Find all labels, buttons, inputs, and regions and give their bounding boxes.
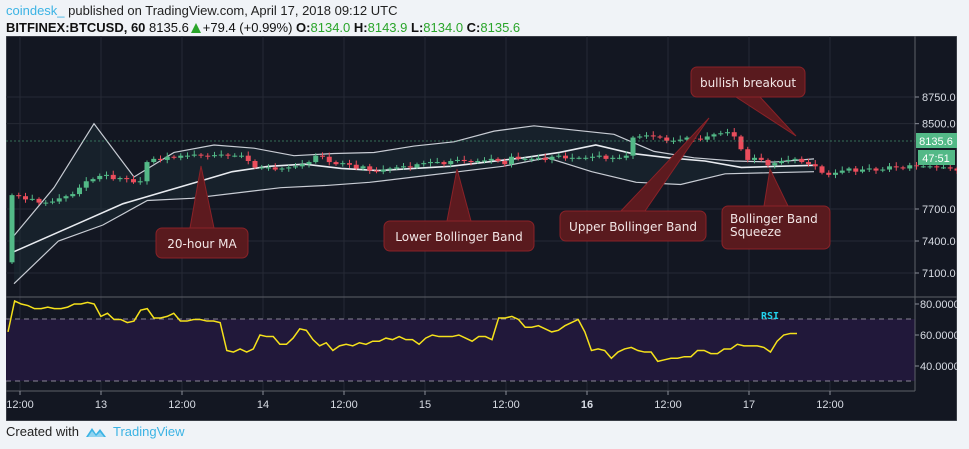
symbol-info: BITFINEX:BTCUSD, 60 8135.6 +79.4 (+0.99%)… — [6, 20, 520, 35]
open-value: 8134.0 — [310, 20, 351, 35]
candlestick-series — [9, 128, 957, 264]
svg-text:Lower Bollinger Band: Lower Bollinger Band — [395, 230, 523, 244]
close-value: 8135.6 — [480, 20, 521, 35]
symbol-label: BITFINEX:BTCUSD, 60 — [6, 20, 146, 35]
svg-text:8135.6: 8135.6 — [919, 136, 953, 148]
rsi-line — [7, 299, 797, 363]
close-label: C: — [466, 20, 481, 35]
svg-text:14: 14 — [257, 399, 269, 411]
tradingview-logo-icon[interactable] — [85, 425, 107, 439]
author-link[interactable]: coindesk_ — [6, 3, 65, 18]
callout-bullish-breakout: bullish breakout — [690, 66, 806, 137]
chart-canvas[interactable]: RSI 8750.0 8500.0 7700.0 7400.0 7100.0 80.00… — [6, 36, 957, 421]
callout-lower-bollinger-band: Lower Bollinger Band — [383, 168, 535, 252]
svg-text:12:00: 12:00 — [168, 399, 196, 411]
publish-text: published on TradingView.com, April 17, … — [64, 3, 398, 18]
bar-countdown: 47:51 — [922, 153, 950, 165]
last-price-badge: 8135.6 47:51 — [916, 133, 957, 165]
svg-text:17: 17 — [743, 399, 755, 411]
svg-text:12:00: 12:00 — [6, 399, 34, 411]
footer: Created with TradingView — [6, 424, 185, 439]
time-axis[interactable]: 12:00 13 12:00 14 12:00 15 12:00 16 12:00 17 12:00 — [6, 391, 844, 411]
up-triangle-icon — [190, 23, 201, 33]
svg-text:Bollinger Band: Bollinger Band — [730, 212, 818, 226]
svg-text:Squeeze: Squeeze — [730, 225, 781, 239]
svg-text:Upper Bollinger Band: Upper Bollinger Band — [569, 220, 697, 234]
svg-text:8500.0: 8500.0 — [922, 119, 956, 131]
price-change: +79.4 (+0.99%) — [202, 20, 293, 35]
svg-text:13: 13 — [95, 399, 107, 411]
created-with-text: Created with — [6, 424, 79, 439]
svg-text:12:00: 12:00 — [816, 399, 844, 411]
svg-text:20-hour MA: 20-hour MA — [167, 237, 237, 251]
svg-text:7400.0: 7400.0 — [922, 236, 956, 248]
tradingview-link[interactable]: TradingView — [112, 424, 185, 439]
svg-text:12:00: 12:00 — [330, 399, 358, 411]
callout-20-hour-ma: 20-hour MA — [155, 165, 249, 259]
svg-text:bullish breakout: bullish breakout — [700, 76, 796, 90]
rsi-band — [6, 319, 915, 381]
callout-upper-bollinger-band: Upper Bollinger Band — [559, 117, 710, 242]
svg-text:15: 15 — [419, 399, 431, 411]
last-price: 8135.6 — [149, 20, 189, 35]
svg-text:80.0000: 80.0000 — [920, 299, 957, 311]
svg-text:60.0000: 60.0000 — [920, 330, 957, 342]
low-value: 8134.0 — [423, 20, 464, 35]
rsi-axis[interactable]: 80.0000 60.0000 40.0000 — [915, 299, 957, 373]
svg-text:12:00: 12:00 — [492, 399, 520, 411]
annotations: 20-hour MA Lower Bollinger Band Upper Boll… — [155, 66, 831, 259]
svg-text:7100.0: 7100.0 — [922, 268, 956, 280]
high-label: H: — [353, 20, 368, 35]
price-axis[interactable]: 8750.0 8500.0 7700.0 7400.0 7100.0 — [915, 92, 956, 280]
high-value: 8143.9 — [367, 20, 408, 35]
rsi-label: RSI — [761, 311, 779, 322]
open-label: O: — [296, 20, 311, 35]
svg-text:40.0000: 40.0000 — [920, 361, 957, 373]
svg-text:8750.0: 8750.0 — [922, 92, 956, 104]
svg-text:12:00: 12:00 — [654, 399, 682, 411]
svg-text:7700.0: 7700.0 — [922, 204, 956, 216]
svg-text:16: 16 — [581, 399, 593, 411]
publish-info: coindesk_ published on TradingView.com, … — [6, 3, 397, 18]
low-label: L: — [411, 20, 424, 35]
